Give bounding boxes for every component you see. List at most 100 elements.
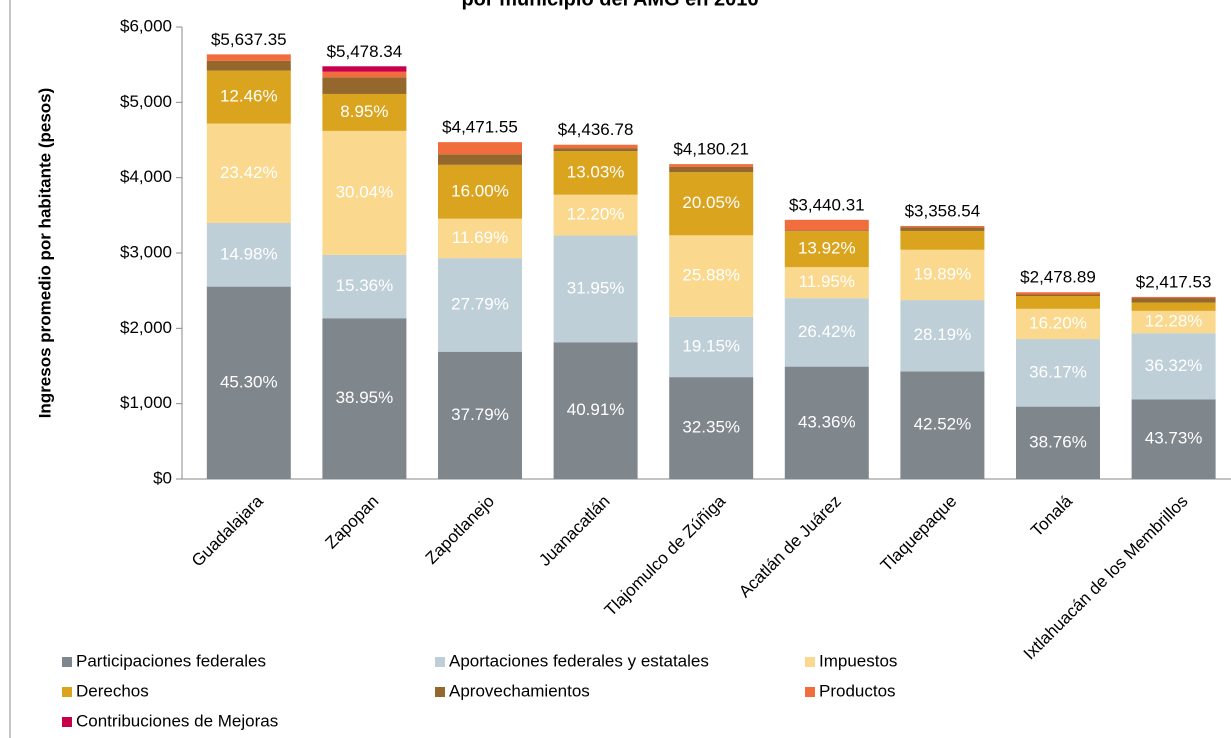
segment-label: 8.95% (340, 102, 388, 121)
segment-label: 16.20% (1029, 313, 1087, 332)
bar-segment (206, 70, 291, 124)
bar-segment (900, 249, 985, 301)
total-label: $5,637.35 (211, 30, 287, 49)
legend-swatch (435, 687, 445, 697)
segment-label: 27.79% (451, 294, 509, 313)
total-label: $3,440.31 (789, 195, 865, 214)
segment-label: 32.35% (682, 418, 740, 437)
segment-label: 37.79% (451, 405, 509, 424)
y-tick-label: $2,000 (120, 318, 172, 337)
segment-label: 38.95% (336, 388, 394, 407)
bar-segment (784, 231, 869, 268)
bar-segment (784, 230, 869, 232)
bar-segment (1016, 339, 1100, 407)
segment-label: 40.91% (567, 400, 625, 419)
bar-segment (1131, 296, 1216, 299)
legend-label: Impuestos (819, 651, 897, 670)
legend-label: Participaciones federales (76, 651, 266, 670)
segment-label: 36.32% (1145, 356, 1203, 375)
legend-label: Aportaciones federales y estatales (449, 651, 709, 670)
segment-label: 14.98% (220, 244, 278, 263)
bar-segment (553, 148, 638, 152)
bar-segment (900, 371, 985, 479)
bar-segment (438, 142, 522, 155)
bar-segment (900, 230, 985, 250)
y-tick-label: $0 (153, 468, 172, 487)
segment-label: 12.46% (220, 87, 278, 106)
bar-segment (784, 219, 869, 231)
legend-label: Derechos (76, 681, 149, 700)
bar-segment (784, 298, 869, 367)
bar-segment (1016, 406, 1100, 479)
bar-segment (438, 218, 522, 259)
y-tick-label: $6,000 (120, 16, 172, 35)
segment-label: 13.92% (798, 239, 856, 258)
bar-segment (206, 60, 291, 71)
bar-segment (1131, 333, 1216, 400)
bar-segment (1016, 294, 1100, 297)
x-tick-label: Zapotlanejo (422, 492, 498, 568)
bar-segment (669, 316, 754, 378)
bar-segment (322, 93, 407, 131)
bar-segment (322, 66, 407, 72)
legend-label: Aprovechamientos (449, 681, 590, 700)
chart-title: por municipio del AMG en 2016 (461, 0, 758, 10)
segment-label: 25.88% (682, 266, 740, 285)
bar-segment (1016, 292, 1100, 295)
bar-segment (322, 318, 407, 479)
segment-label: 45.30% (220, 372, 278, 391)
x-tick-label: Zapopan (321, 492, 382, 553)
bar-segment (438, 154, 522, 165)
bar-segment (1016, 296, 1100, 309)
bar-segment (553, 151, 638, 195)
bar-segment (669, 377, 754, 479)
segment-label: 23.42% (220, 163, 278, 182)
bar-segment (669, 172, 754, 236)
bar-segment (322, 77, 407, 94)
total-label: $4,471.55 (442, 118, 518, 137)
bar-segment (1131, 310, 1216, 334)
bar-segment (206, 223, 291, 287)
bar-segment (322, 254, 407, 319)
bar-segment (438, 351, 522, 479)
bar-segment (206, 123, 291, 224)
bar-segment (669, 235, 754, 317)
legend-swatch (62, 687, 72, 697)
bar-segment (784, 267, 869, 299)
bar-segment (1016, 308, 1100, 340)
bar-segment (553, 194, 638, 236)
y-axis-label: Ingresos promedio por habitante (pesos) (35, 88, 54, 419)
bar-segment (1131, 298, 1216, 303)
x-tick-label: Acatlán de Juárez (735, 492, 845, 602)
segment-label: 26.42% (798, 322, 856, 341)
bar-segment (900, 225, 985, 228)
total-label: $2,417.53 (1136, 272, 1212, 291)
legend-swatch (435, 657, 445, 667)
legend-label: Contribuciones de Mejoras (76, 711, 278, 730)
bar-segment (322, 130, 407, 255)
x-tick-label: Juanacatlán (535, 492, 613, 570)
segment-label: 12.28% (1145, 312, 1203, 331)
total-label: $2,478.89 (1020, 268, 1096, 287)
y-tick-label: $4,000 (120, 167, 172, 186)
legend-swatch (62, 717, 72, 727)
segment-label: 36.17% (1029, 362, 1087, 381)
bar-segment (206, 286, 291, 479)
segment-label: 13.03% (567, 162, 625, 181)
x-tick-label: Tlaquepaque (877, 492, 961, 576)
bar-segment (438, 258, 522, 352)
segment-label: 19.89% (914, 264, 972, 283)
segment-label: 11.69% (452, 228, 508, 247)
bar-segment (553, 342, 638, 479)
total-label: $4,436.78 (558, 120, 634, 139)
bar-segment (1131, 399, 1216, 479)
bar-segment (784, 366, 869, 479)
bar-segment (900, 300, 985, 372)
y-tick-label: $3,000 (120, 242, 172, 261)
segment-label: 38.76% (1029, 432, 1087, 451)
total-label: $4,180.21 (673, 140, 749, 159)
legend-label: Productos (819, 681, 896, 700)
bar-segment (553, 235, 638, 343)
segment-label: 42.52% (914, 415, 972, 434)
